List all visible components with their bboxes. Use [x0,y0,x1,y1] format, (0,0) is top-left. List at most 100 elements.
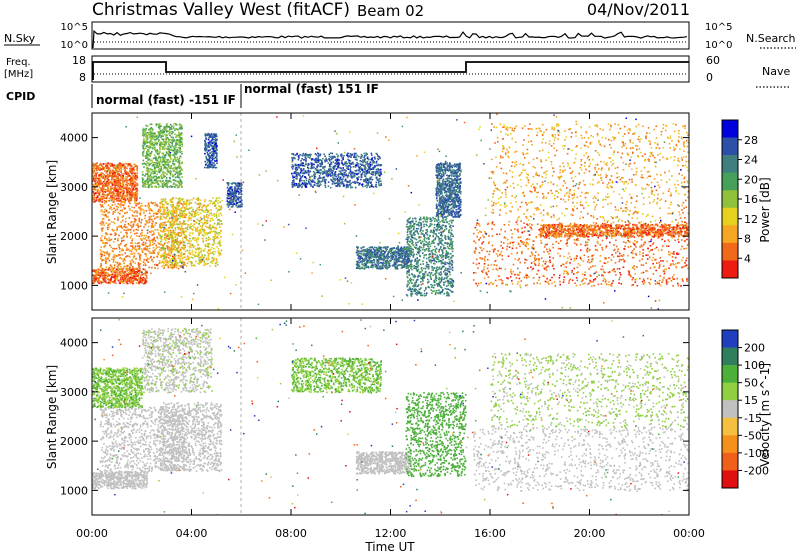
scatter-cell [108,266,110,269]
scatter-cell [139,205,142,207]
scatter-cell [163,244,165,246]
scatter-cell [200,259,203,261]
scatter-cell [124,201,126,204]
scatter-cell [131,242,134,245]
scatter-cell [235,199,237,202]
scatter-cell [131,172,134,175]
scatter-cell [135,258,137,260]
scatter-cell [149,139,152,142]
scatter-cell [213,215,216,217]
scatter-cell [182,210,185,212]
scatter-cell [352,171,354,173]
scatter-cell [296,174,298,176]
scatter-cell [221,199,223,202]
scatter-cell [106,183,109,186]
scatter-cell [145,135,147,137]
scatter-cell [120,225,123,227]
scatter-cell [123,239,125,242]
scatter-cell [158,208,160,211]
scatter-cell [138,265,141,267]
scatter-cell [118,204,121,206]
scatter-cell [149,155,151,157]
scatter-cell [151,159,153,162]
scatter-cell [212,238,214,241]
scatter-cell [200,256,202,258]
scatter-cell [330,170,332,172]
scatter-cell [177,165,180,167]
scatter-cell [137,275,139,277]
scatter-cell [101,201,103,203]
scatter-cell [138,248,141,250]
scatter-cell [166,209,169,212]
scatter-cell [211,252,214,254]
scatter-cell [143,138,145,140]
scatter-cell [209,133,211,136]
scatter-cell [230,195,232,198]
scatter-cell [231,199,233,201]
scatter-cell [210,212,212,215]
scatter-cell [145,255,147,257]
scatter-cell [146,136,149,138]
scatter-cell [172,183,175,186]
scatter-cell [306,164,309,167]
scatter-cell [156,164,159,167]
scatter-cell [231,193,234,196]
scatter-cell [169,160,171,162]
scatter-cell [217,202,219,204]
scatter-cell [119,282,121,284]
scatter-cell [231,195,234,198]
scatter-cell [171,245,174,248]
scatter-cell [323,153,325,155]
scatter-cell [233,188,236,191]
scatter-cell [112,267,114,270]
scatter-cell [94,275,97,277]
scatter-cell [146,178,148,181]
scatter-cell [169,144,171,147]
scatter-cell [202,210,205,212]
scatter-cell [227,201,230,203]
scatter-cell [215,199,217,202]
scatter-cell [216,223,219,226]
scatter-cell [92,280,95,282]
scatter-cell [204,243,207,246]
scatter-cell [125,234,128,236]
scatter-cell [112,194,114,196]
scatter-cell [213,133,216,135]
scatter-cell [147,181,149,183]
scatter-cell [166,186,169,188]
scatter-cell [115,261,117,263]
scatter-cell [146,180,149,182]
scatter-cell [201,254,203,256]
scatter-cell [113,198,116,201]
scatter-cell [174,133,176,135]
scatter-cell [139,257,141,259]
scatter-cell [163,143,165,146]
scatter-cell [154,142,157,145]
scatter-cell [130,231,132,234]
scatter-cell [164,221,166,224]
scatter-cell [100,210,102,212]
scatter-cell [99,249,102,251]
scatter-cell [239,189,242,191]
scatter-cell [174,235,177,238]
scatter-cell [195,252,197,254]
scatter-cell [140,238,142,240]
scatter-cell [370,158,372,161]
scatter-cell [206,145,208,148]
scatter-cell [217,237,219,239]
scatter-cell [95,172,97,175]
scatter-cell [323,166,326,169]
scatter-cell [207,210,210,212]
scatter-cell [176,208,179,210]
scatter-cell [199,219,202,221]
scatter-cell [162,138,164,141]
scatter-cell [162,255,164,257]
scatter-cell [100,266,103,269]
scatter-cell [103,242,105,245]
scatter-cell [144,272,147,274]
scatter-cell [104,258,107,261]
scatter-cell [107,239,109,242]
scatter-cell [183,216,186,218]
scatter-cell [198,260,201,263]
scatter-cell [148,221,150,224]
